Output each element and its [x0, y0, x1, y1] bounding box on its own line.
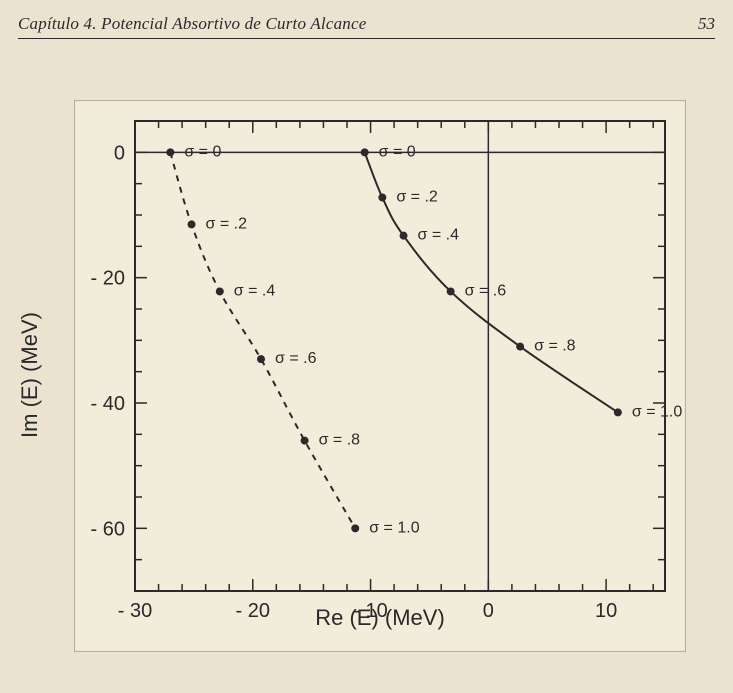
- point-label: σ = .8: [534, 338, 576, 355]
- y-axis-label: Im (E) (MeV): [17, 312, 43, 438]
- data-point: [361, 148, 369, 156]
- data-point: [351, 524, 359, 532]
- data-point: [447, 287, 455, 295]
- point-label: σ = 1.0: [369, 519, 419, 536]
- point-label: σ = 1.0: [632, 403, 682, 420]
- data-point: [614, 408, 622, 416]
- chart: - 30- 20- 100100- 20- 40- 60σ = 0σ = .2σ…: [74, 100, 686, 652]
- page: Capítulo 4. Potencial Absortivo de Curto…: [0, 0, 733, 693]
- point-label: σ = 0: [184, 143, 221, 160]
- y-tick-label: - 60: [91, 518, 125, 540]
- data-point: [516, 343, 524, 351]
- data-point: [166, 148, 174, 156]
- data-point: [301, 437, 309, 445]
- point-label: σ = .2: [206, 215, 248, 232]
- point-label: σ = .2: [396, 188, 438, 205]
- point-label: σ = .6: [465, 282, 507, 299]
- data-point: [216, 287, 224, 295]
- point-label: σ = .4: [234, 282, 276, 299]
- data-point: [188, 220, 196, 228]
- data-point: [400, 232, 408, 240]
- x-axis-label: Re (E) (MeV): [75, 605, 685, 631]
- data-point: [257, 355, 265, 363]
- page-number: 53: [698, 14, 715, 34]
- chart-svg: - 30- 20- 100100- 20- 40- 60σ = 0σ = .2σ…: [75, 101, 685, 651]
- page-header: Capítulo 4. Potencial Absortivo de Curto…: [18, 14, 715, 39]
- y-tick-label: - 20: [91, 268, 125, 290]
- point-label: σ = .4: [418, 227, 460, 244]
- data-point: [378, 193, 386, 201]
- chapter-title: Capítulo 4. Potencial Absortivo de Curto…: [18, 14, 366, 34]
- point-label: σ = 0: [379, 143, 416, 160]
- point-label: σ = .6: [275, 350, 317, 367]
- y-tick-label: - 40: [91, 393, 125, 415]
- point-label: σ = .8: [319, 432, 361, 449]
- y-tick-label: 0: [114, 142, 125, 164]
- series-dashed-curve: [170, 152, 355, 528]
